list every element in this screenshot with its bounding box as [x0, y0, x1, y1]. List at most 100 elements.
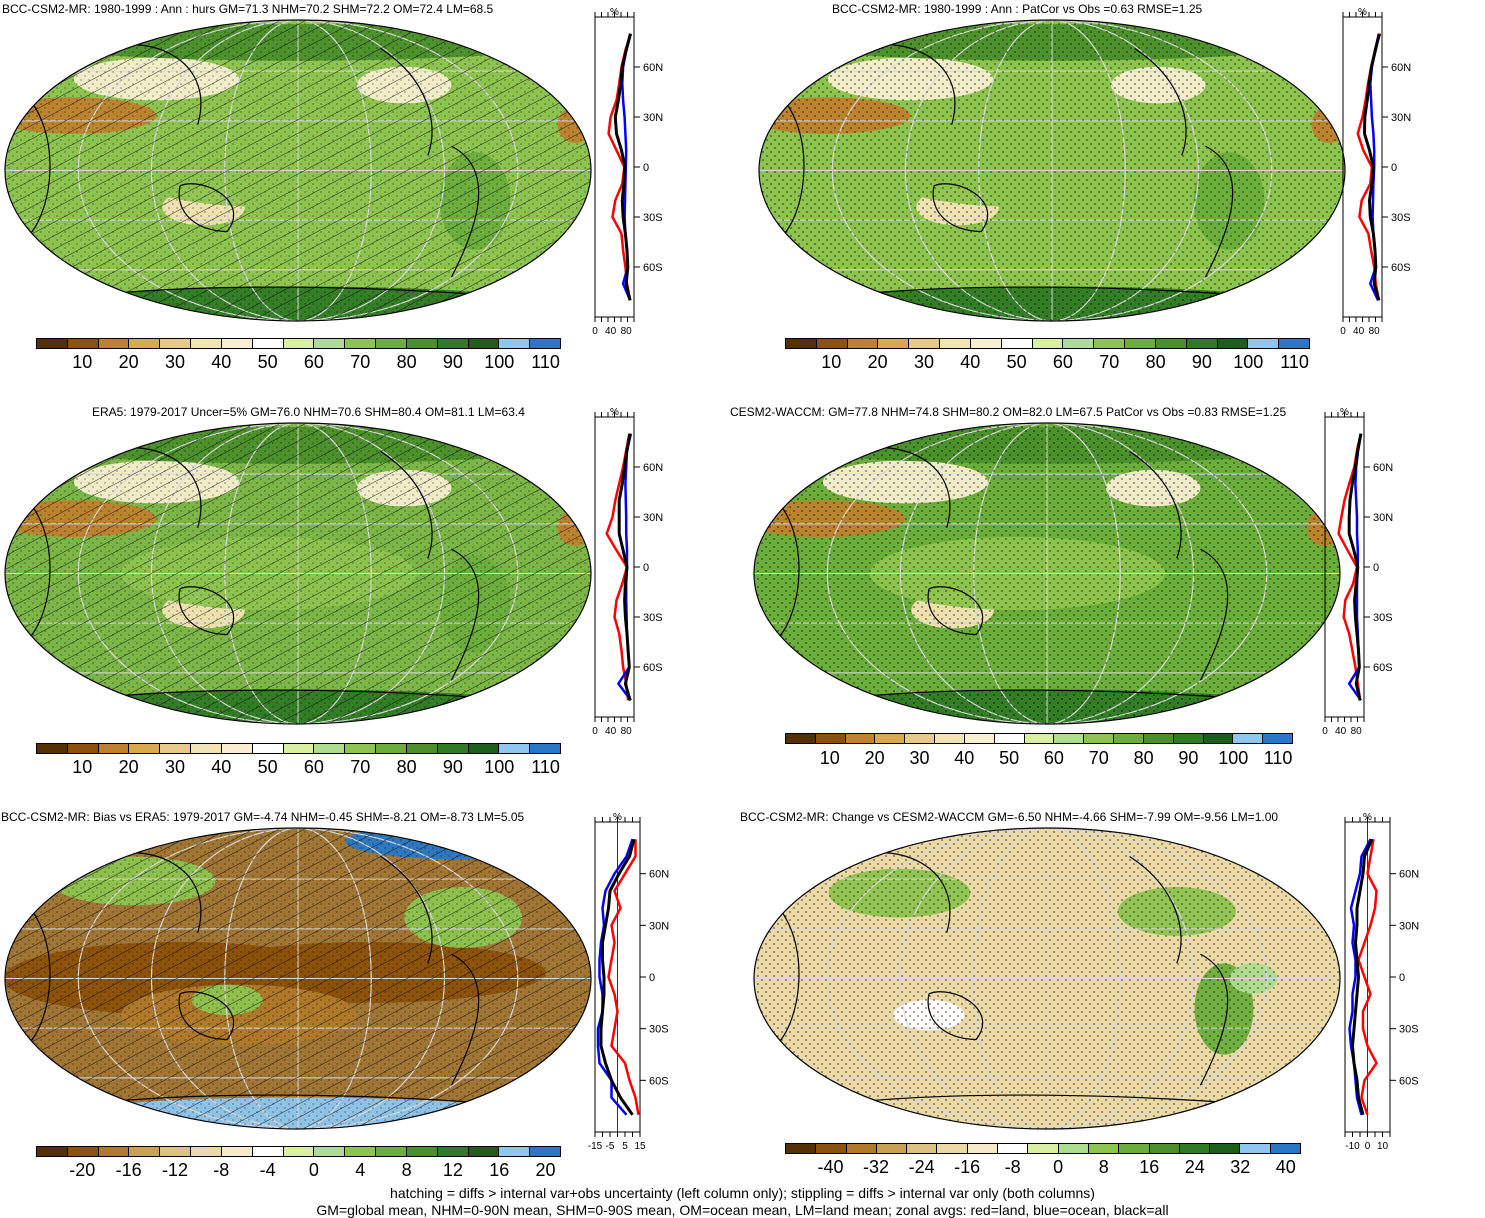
colorbar-swatch [376, 744, 407, 753]
colorbar-labels: -20 -16 -12 -8 -4 0 4 8 12 16 20 [36, 1160, 561, 1182]
zonal-ytick-label: 60S [643, 262, 663, 274]
colorbar-labels: 10 20 30 40 50 60 70 80 90 100 110 [785, 352, 1310, 374]
colorbar-swatch [37, 339, 68, 348]
colorbar-swatch [67, 339, 99, 348]
colorbar-swatch [67, 1147, 99, 1156]
colorbar-swatch [283, 1147, 315, 1156]
stippling [759, 20, 1345, 321]
colorbar-swatch [964, 734, 995, 743]
colorbar-swatch [129, 744, 161, 753]
zonal-line-all [617, 433, 632, 701]
colorbar-swatch [994, 734, 1025, 743]
zonal-xtick-label: -15 [588, 1141, 603, 1152]
colorbar-swatch [878, 339, 910, 348]
colorbar-swatch [846, 1144, 877, 1153]
colorbar-swatch [1203, 734, 1234, 743]
colorbar-swatch [191, 1147, 222, 1156]
colorbar-swatch [376, 1147, 407, 1156]
colorbar-swatch [847, 339, 879, 348]
zonal-xtick-label: 0 [1365, 1141, 1371, 1152]
colorbar-swatch [786, 339, 817, 348]
colorbar-label: 10 [72, 352, 93, 372]
colorbar-label: 100 [1233, 352, 1264, 372]
zonal-ytick-label: 60N [643, 62, 663, 74]
colorbar-labels: -40 -32 -24 -16 -8 0 8 16 24 32 40 [785, 1157, 1301, 1179]
colorbar-swatch [191, 339, 222, 348]
colorbar-swatch [283, 744, 315, 753]
zonal-line-land [1357, 838, 1378, 1116]
colorbar-swatch [221, 339, 253, 348]
colorbar-label: 40 [211, 352, 232, 372]
colorbar-label: 80 [1145, 352, 1166, 372]
colorbar-swatch [937, 1144, 968, 1153]
colorbar-label: 60 [1052, 352, 1073, 372]
colorbar-label: 110 [531, 352, 560, 372]
panel-title: BCC-CSM2-MR: Change vs CESM2-WACCM GM=-6… [740, 810, 1279, 824]
zonal-ytick-label: 60N [649, 869, 669, 881]
colorbar-swatch [1240, 1144, 1271, 1153]
colorbar-swatch [345, 744, 377, 753]
colorbar-swatch [499, 1147, 531, 1156]
colorbar-label: -8 [1004, 1157, 1021, 1177]
zonal-line-all [1351, 838, 1374, 1116]
colorbar-label: 0 [308, 1160, 319, 1180]
colorbar-label: 60 [303, 352, 324, 372]
colorbar-labels: 10 20 30 40 50 60 70 80 90 100 110 [785, 748, 1293, 770]
colorbar-swatch [1032, 339, 1064, 348]
zonal-ytick-label: 30N [1399, 920, 1419, 932]
colorbar [785, 338, 1310, 349]
colorbar-label: 70 [350, 757, 371, 777]
colorbar-swatch [314, 339, 346, 348]
colorbar-swatch [376, 339, 407, 348]
colorbar-swatch [935, 734, 965, 743]
colorbar-swatch [876, 1144, 908, 1153]
colorbar-label: 40 [211, 757, 232, 777]
colorbar-label: -12 [161, 1160, 188, 1180]
zonal-line-all [1347, 433, 1363, 701]
colorbar-swatch [160, 744, 192, 753]
map-outline [758, 19, 1346, 322]
zonal-ytick-label: 0 [649, 972, 655, 984]
colorbar-label: 10 [819, 748, 840, 768]
zonal-ytick-label: 30N [643, 112, 663, 124]
zonal-ytick-label: 0 [1391, 162, 1397, 174]
robinson-map [4, 422, 592, 725]
stippling [754, 423, 1340, 724]
colorbar-label: 50 [999, 748, 1020, 768]
colorbar-label: 30 [164, 757, 185, 777]
colorbar [785, 733, 1293, 744]
panel-title: CESM2-WACCM: GM=77.8 NHM=74.8 SHM=80.2 O… [730, 405, 1287, 419]
colorbar-label: 100 [1218, 748, 1249, 768]
map-outline [753, 827, 1341, 1130]
colorbar-swatch [875, 734, 906, 743]
colorbar-swatch [1119, 1144, 1150, 1153]
colorbar-label: 100 [484, 757, 515, 777]
zonal-xtick-label: 40 [1335, 726, 1347, 737]
colorbar-label: 30 [913, 352, 934, 372]
colorbar-swatch [815, 734, 846, 743]
zonal-xtick-label: 80 [621, 326, 633, 337]
colorbar-label: 0 [1053, 1157, 1064, 1177]
map-outline [4, 827, 592, 1130]
colorbar-swatch [160, 1147, 192, 1156]
colorbar-swatch [314, 1147, 346, 1156]
zonal-xtick-label: 0 [592, 726, 598, 737]
colorbar-swatch [530, 339, 561, 348]
colorbar-label: 80 [1133, 748, 1154, 768]
zonal-ytick-label: 30S [649, 1024, 669, 1036]
zonal-line-land [607, 839, 640, 1116]
robinson-map [753, 827, 1341, 1130]
colorbar-label: 50 [257, 352, 278, 372]
colorbar-label: -8 [213, 1160, 230, 1180]
panel-title: BCC-CSM2-MR: Bias vs ERA5: 1979-2017 GM=… [1, 810, 525, 824]
colorbar-label: 100 [484, 352, 515, 372]
zonal-ytick-label: 60S [643, 662, 663, 674]
colorbar-label: 80 [396, 352, 417, 372]
zonal-line-all [613, 33, 632, 301]
panel-title: ERA5: 1979-2017 Uncer=5% GM=76.0 NHM=70.… [92, 405, 525, 419]
colorbar-swatch [940, 339, 971, 348]
colorbar-label: 24 [1184, 1157, 1205, 1177]
colorbar-swatch [1155, 339, 1187, 348]
